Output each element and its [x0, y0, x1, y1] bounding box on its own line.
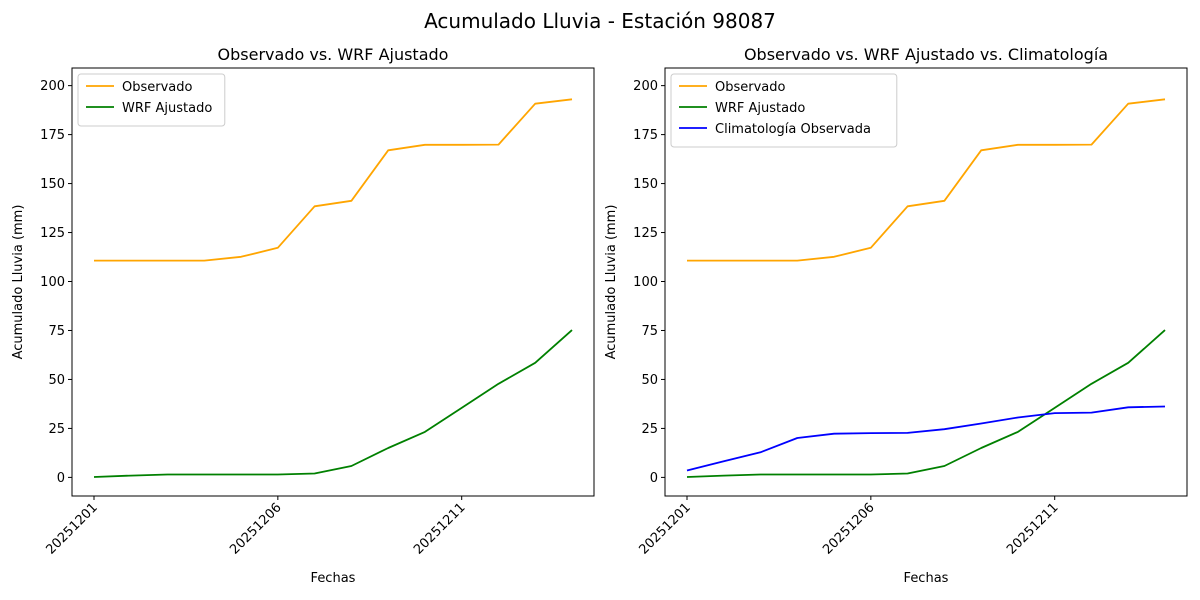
y-tick-label: 100	[633, 275, 658, 290]
y-tick-label: 0	[650, 471, 658, 486]
x-axis-label: Fechas	[904, 571, 949, 586]
legend-label-wrf-ajustado: WRF Ajustado	[715, 101, 805, 116]
y-tick-label: 100	[40, 275, 65, 290]
legend-box	[670, 73, 898, 148]
legend-box	[77, 73, 226, 127]
x-tick-label: 20251211	[411, 500, 468, 557]
y-tick-label: 25	[48, 422, 65, 437]
y-tick-label: 50	[48, 373, 65, 388]
y-tick-label: 50	[641, 373, 658, 388]
legend-label-observado: Observado	[122, 80, 193, 95]
chart-left: Observado vs. WRF Ajustado 0 25 50 75 100 125 1…	[11, 45, 595, 586]
y-tick-label: 75	[641, 324, 658, 339]
y-axis-label: Acumulado Lluvia (mm)	[11, 205, 26, 360]
y-tick-label: 200	[633, 79, 658, 94]
y-tick-label: 0	[57, 471, 65, 486]
series-line-climatologia-observada	[686, 405, 1166, 472]
x-tick-label: 20251206	[227, 500, 284, 557]
series-line-observado	[94, 98, 573, 262]
figure-title: Acumulado Lluvia - Estación 98087	[424, 9, 776, 33]
series-line-observado	[687, 98, 1166, 262]
y-tick-label: 125	[40, 226, 65, 241]
series-line-wrf-ajustado	[93, 329, 573, 478]
y-tick-label: 25	[641, 422, 658, 437]
chart-title: Observado vs. WRF Ajustado vs. Climatolo…	[744, 45, 1108, 64]
plot-frame	[71, 67, 595, 497]
chart-right: Observado vs. WRF Ajustado vs. Climatolo…	[604, 45, 1188, 586]
series-line-wrf-ajustado	[686, 329, 1166, 478]
chart-title: Observado vs. WRF Ajustado	[218, 45, 449, 64]
y-tick-label: 75	[48, 324, 65, 339]
y-tick-label: 200	[40, 79, 65, 94]
x-tick-label: 20251211	[1004, 500, 1061, 557]
y-tick-label: 125	[633, 226, 658, 241]
x-tick-label: 20251201	[636, 500, 693, 557]
y-tick-label: 150	[40, 177, 65, 192]
legend-label-observado: Observado	[715, 80, 786, 95]
legend-label-wrf-ajustado: WRF Ajustado	[122, 101, 212, 116]
y-axis-label: Acumulado Lluvia (mm)	[604, 205, 619, 360]
y-tick-label: 175	[40, 128, 65, 143]
y-tick-label: 150	[633, 177, 658, 192]
x-tick-label: 20251206	[820, 500, 877, 557]
y-tick-label: 175	[633, 128, 658, 143]
x-tick-label: 20251201	[43, 500, 100, 557]
legend-label-climatologia-observada: Climatología Observada	[715, 122, 871, 137]
x-axis-label: Fechas	[311, 571, 356, 586]
